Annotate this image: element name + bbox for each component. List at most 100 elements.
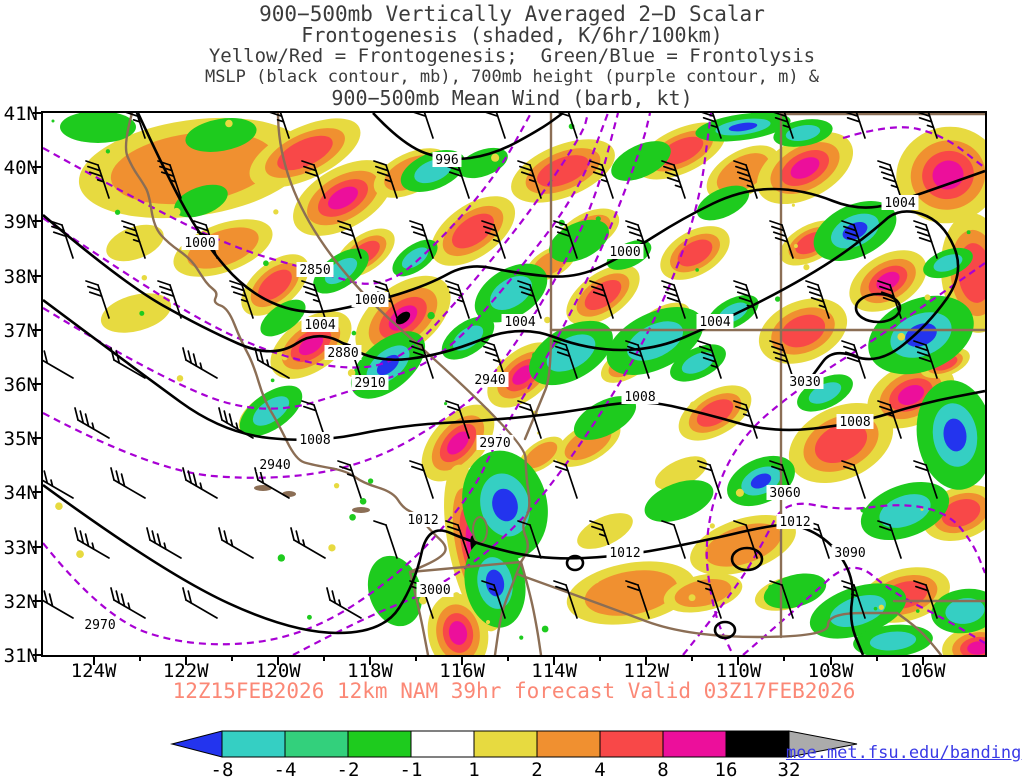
shading-speck <box>689 401 698 410</box>
wind-barb <box>589 160 614 199</box>
mslp-label-box <box>621 389 659 404</box>
wind-barb <box>733 280 758 319</box>
mslp-contour <box>43 298 985 442</box>
colorbar-value: -8 <box>210 759 234 781</box>
lat-tick <box>33 112 43 114</box>
title-line-2: Frontogenesis (shaded, K/6hr/100km) <box>301 23 723 47</box>
lon-minor-tick <box>322 656 325 661</box>
wind-barb <box>301 280 326 319</box>
wind-barb <box>409 340 434 379</box>
mslp-label-box <box>351 292 389 307</box>
wind-barb <box>337 220 362 259</box>
wind-barb <box>557 113 578 139</box>
shading-speck <box>915 609 920 613</box>
lat-tick <box>33 220 43 223</box>
shading-speck <box>141 275 148 281</box>
shading-blob <box>313 248 369 294</box>
shading-blob <box>241 254 309 316</box>
wind-barb <box>625 580 650 619</box>
colorbar-value: -4 <box>273 759 297 781</box>
wind-barb <box>301 160 326 199</box>
colorbar-left-arrow <box>170 730 223 758</box>
height-label: 3060 <box>769 486 800 501</box>
wind-barb <box>326 587 362 619</box>
shading-blob <box>392 239 438 277</box>
lat-label: 36N <box>3 374 38 396</box>
wind-barb <box>229 280 254 319</box>
island <box>352 507 370 513</box>
shading-blob <box>690 514 796 576</box>
mslp-label-box <box>776 514 814 529</box>
wind-barb <box>517 160 542 199</box>
shading-speck <box>333 483 340 489</box>
shading-blob <box>942 625 985 655</box>
shading-speck <box>878 604 885 610</box>
wind-barb <box>841 340 866 379</box>
shading-speck <box>105 149 111 154</box>
colorbar <box>170 729 860 763</box>
mslp-label-box <box>301 317 339 332</box>
lat-label: 38N <box>3 265 38 288</box>
lat-label: 37N <box>3 319 38 342</box>
mslp-label: 1012 <box>407 513 438 528</box>
colorbar-segment <box>410 730 475 758</box>
shading-speck <box>273 209 279 215</box>
lon-tick <box>276 656 279 665</box>
shading-speck <box>859 636 865 642</box>
shading-speck <box>768 584 774 590</box>
height-label: 2970 <box>479 436 510 451</box>
wind-barb <box>121 220 146 259</box>
colorbar-value: -1 <box>399 759 423 781</box>
wind-barb <box>182 467 218 499</box>
shading-speck <box>873 606 878 611</box>
lat-label: 39N <box>3 211 38 234</box>
shading-speck <box>920 507 924 511</box>
wind-barb <box>625 220 650 259</box>
shading-speck <box>539 518 547 525</box>
shading-speck <box>803 264 810 271</box>
lon-minor-tick <box>783 656 786 661</box>
shading-speck <box>349 513 356 521</box>
wind-barb <box>157 160 182 199</box>
height-contour <box>705 262 985 655</box>
shading-speck <box>595 216 601 222</box>
lon-tick <box>645 656 648 665</box>
height-label: 2940 <box>474 373 505 388</box>
wind-barb <box>218 527 254 559</box>
wind-barb <box>841 220 866 259</box>
colorbar-segment <box>599 730 664 758</box>
shading-blob <box>853 624 933 655</box>
title-line-4: MSLP (black contour, mb), 700mb height (… <box>204 67 820 87</box>
height-label-box <box>766 485 804 500</box>
shading-blob <box>860 481 950 541</box>
mslp-label: 1012 <box>609 546 640 561</box>
forecast-caption: 12Z15FEB2026 12km NAM 39hr forecast Vali… <box>172 679 856 703</box>
shading-blob <box>549 219 609 263</box>
mslp-contour-closed <box>565 554 585 572</box>
title-line-3: Yellow/Red = Frontogenesis; Green/Blue =… <box>208 45 816 67</box>
shading-blob <box>427 593 489 655</box>
mslp-label-box <box>501 314 539 329</box>
height-contour <box>682 502 985 655</box>
wind-barb <box>481 220 506 259</box>
wind-barbs <box>43 113 938 619</box>
lon-label: 120W <box>254 660 301 682</box>
shading-speck <box>306 614 312 620</box>
wind-barb <box>337 460 362 499</box>
mslp-label-box <box>836 414 874 429</box>
shading-speck <box>791 203 795 207</box>
wind-barb <box>805 280 830 319</box>
lon-minor-tick <box>875 656 878 661</box>
mslp-label-box <box>606 545 644 560</box>
shading-speck <box>225 119 233 128</box>
colorbar-value: -2 <box>336 759 360 781</box>
wind-barb <box>917 113 938 139</box>
island <box>254 485 272 491</box>
wind-barb <box>413 113 434 139</box>
site-link[interactable]: moe.met.fsu.edu/banding <box>786 743 1022 763</box>
height-label-box <box>296 262 334 277</box>
wind-barb <box>409 460 434 499</box>
lon-tick <box>184 656 187 665</box>
wind-barb <box>697 340 722 379</box>
mslp-label: 1000 <box>354 293 385 308</box>
